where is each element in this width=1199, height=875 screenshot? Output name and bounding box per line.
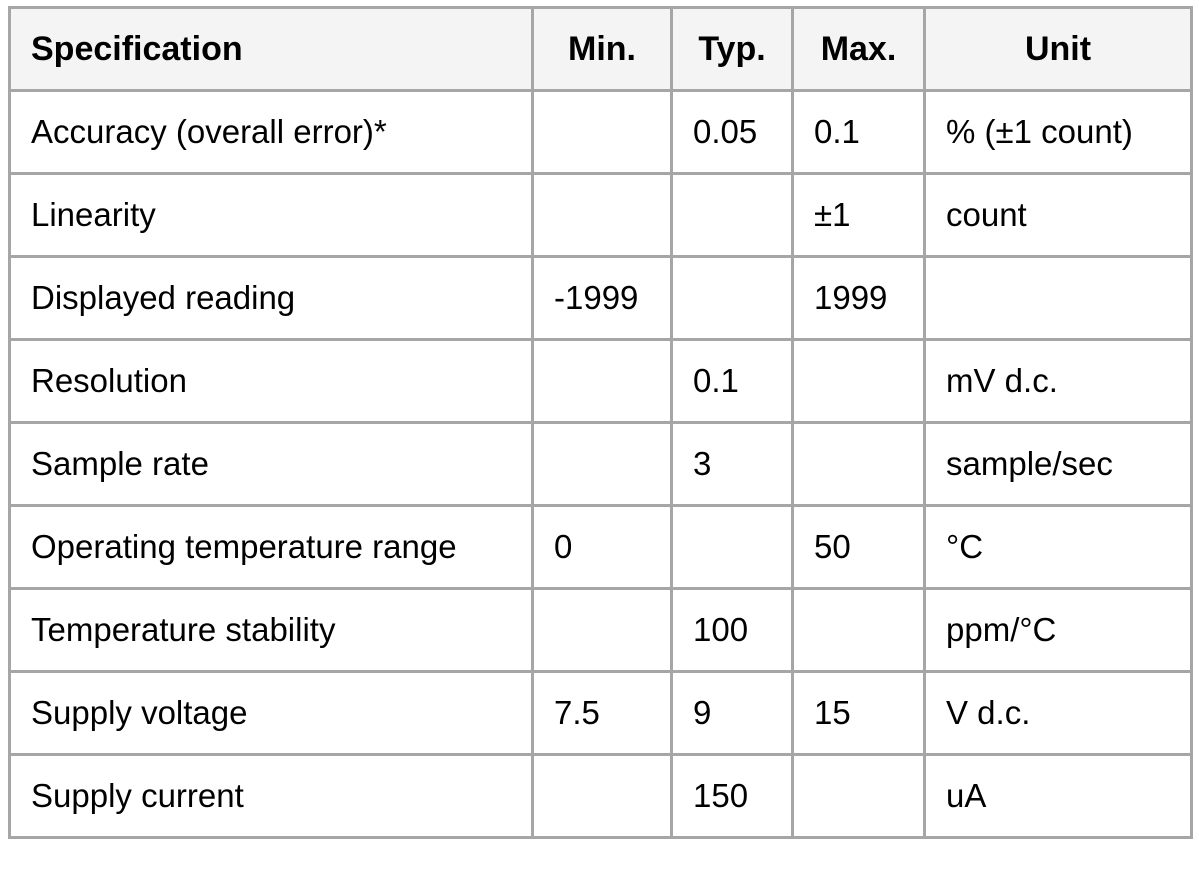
cell-unit: °C: [923, 504, 1193, 590]
cell-min: -1999: [531, 255, 673, 341]
cell-spec: Linearity: [8, 172, 534, 258]
cell-unit: % (±1 count): [923, 89, 1193, 175]
table-row: Temperature stability 100 ppm/°C: [8, 587, 1193, 673]
cell-spec: Accuracy (overall error)*: [8, 89, 534, 175]
cell-unit: [923, 255, 1193, 341]
cell-typ: 0.05: [670, 89, 794, 175]
table-row: Displayed reading -1999 1999: [8, 255, 1193, 341]
cell-max: [791, 753, 926, 839]
table-body: Accuracy (overall error)* 0.05 0.1% (±1 co…: [8, 89, 1193, 839]
table-row: Operating temperature range 0 50 °C: [8, 504, 1193, 590]
cell-spec: Resolution: [8, 338, 534, 424]
cell-spec: Operating temperature range: [8, 504, 534, 590]
cell-typ: [670, 255, 794, 341]
cell-unit: ppm/°C: [923, 587, 1193, 673]
cell-max: [791, 587, 926, 673]
column-header-max: Max.: [791, 6, 926, 92]
cell-spec: Sample rate: [8, 421, 534, 507]
cell-typ: 0.1: [670, 338, 794, 424]
cell-spec: Temperature stability: [8, 587, 534, 673]
cell-min: 7.5: [531, 670, 673, 756]
cell-typ: 150: [670, 753, 794, 839]
cell-typ: [670, 172, 794, 258]
cell-typ: 100: [670, 587, 794, 673]
table-row: Accuracy (overall error)* 0.05 0.1% (±1 co…: [8, 89, 1193, 175]
cell-typ: 9: [670, 670, 794, 756]
column-header-unit: Unit: [923, 6, 1193, 92]
table-row: Supply voltage 7.5 9 15 V d.c.: [8, 670, 1193, 756]
cell-min: 0: [531, 504, 673, 590]
cell-min: [531, 172, 673, 258]
cell-spec: Supply voltage: [8, 670, 534, 756]
column-header-min: Min.: [531, 6, 673, 92]
cell-unit: uA: [923, 753, 1193, 839]
cell-unit: sample/sec: [923, 421, 1193, 507]
cell-max: [791, 338, 926, 424]
column-header-specification: Specification: [8, 6, 534, 92]
column-header-typ: Typ.: [670, 6, 794, 92]
table-row: Supply current 150 uA: [8, 753, 1193, 839]
cell-min: [531, 587, 673, 673]
cell-min: [531, 753, 673, 839]
cell-max: 1999: [791, 255, 926, 341]
table-row: Sample rate 3 sample/sec: [8, 421, 1193, 507]
cell-max: 15: [791, 670, 926, 756]
cell-spec: Displayed reading: [8, 255, 534, 341]
table-row: Resolution 0.1 mV d.c.: [8, 338, 1193, 424]
cell-unit: count: [923, 172, 1193, 258]
cell-typ: 3: [670, 421, 794, 507]
cell-min: [531, 421, 673, 507]
cell-max: 50: [791, 504, 926, 590]
cell-max: [791, 421, 926, 507]
cell-min: [531, 89, 673, 175]
cell-max: ±1: [791, 172, 926, 258]
table-row: Linearity ±1 count: [8, 172, 1193, 258]
header-row: Specification Min. Typ. Max. Unit: [8, 6, 1193, 92]
cell-unit: V d.c.: [923, 670, 1193, 756]
cell-max: 0.1: [791, 89, 926, 175]
cell-typ: [670, 504, 794, 590]
cell-min: [531, 338, 673, 424]
cell-unit: mV d.c.: [923, 338, 1193, 424]
specification-table: Specification Min. Typ. Max. Unit Accura…: [8, 6, 1193, 839]
cell-spec: Supply current: [8, 753, 534, 839]
